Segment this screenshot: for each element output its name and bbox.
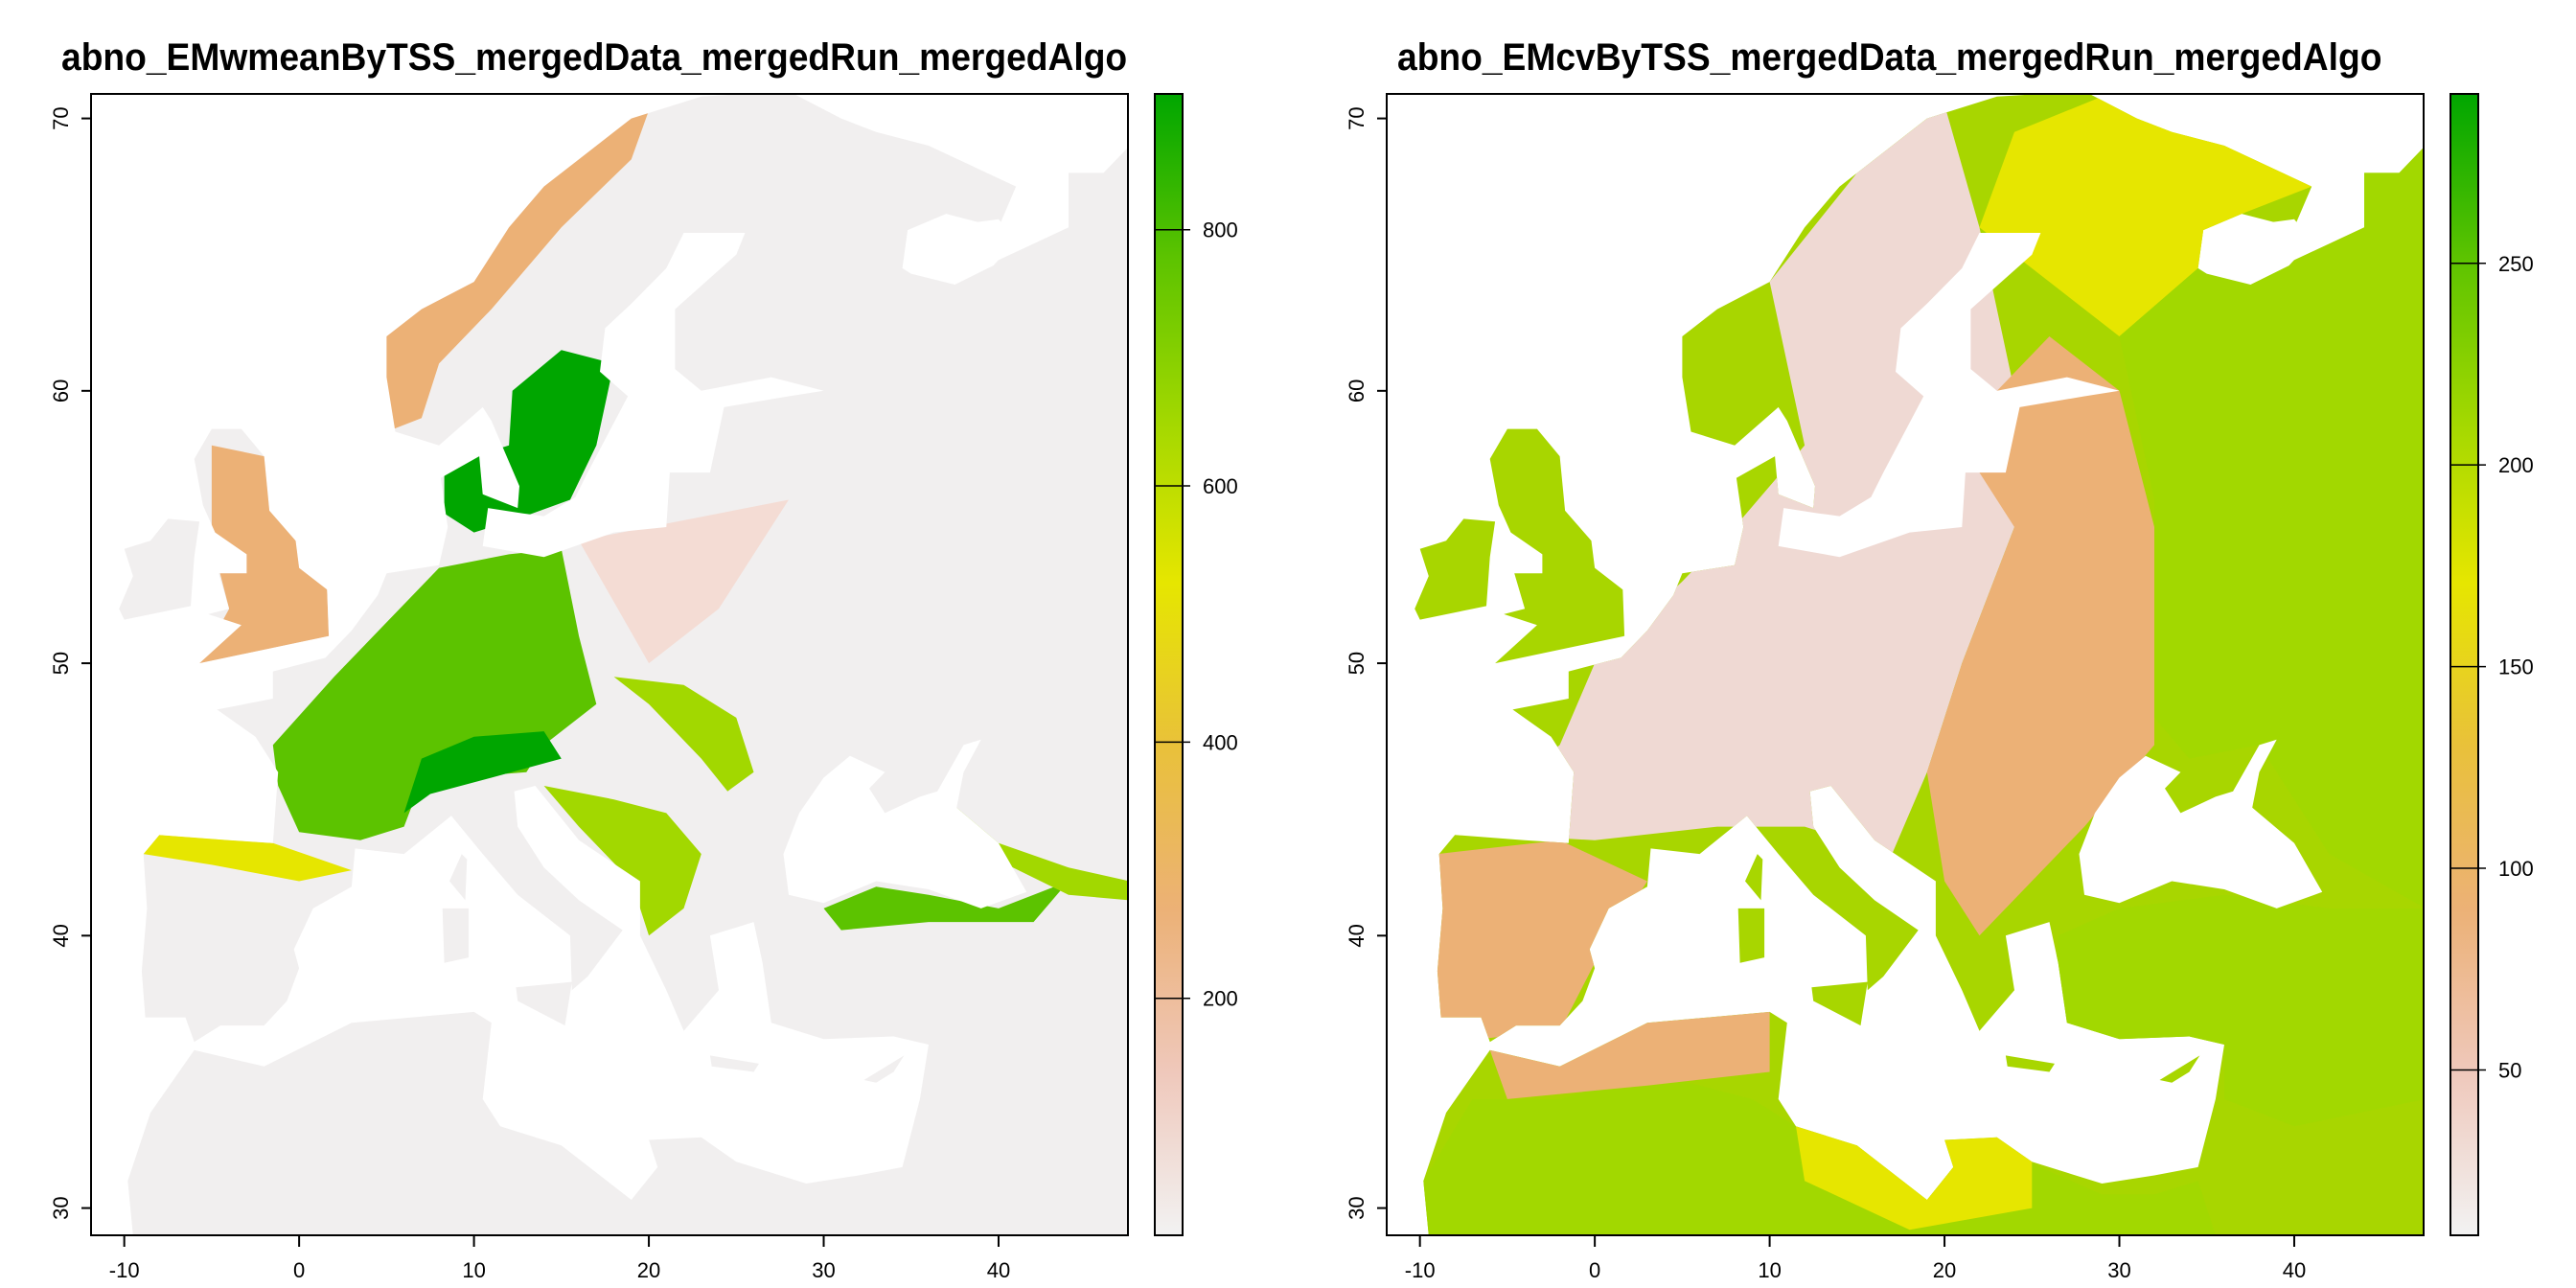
region-maghreb-coast (1489, 1011, 1770, 1099)
region-low-east (579, 499, 789, 664)
legend-tick-label: 150 (2498, 656, 2534, 679)
legend-tick-label: 250 (2498, 252, 2534, 276)
region-caucasus (956, 807, 1128, 901)
legend-tick-label: 400 (1203, 730, 1238, 754)
x-tick-label: 10 (462, 1258, 485, 1282)
y-tick-label: 30 (49, 1196, 73, 1219)
region-iberia (1423, 840, 1647, 1045)
legend-tick-label: 200 (2498, 453, 2534, 477)
region-east-medium (1926, 336, 2154, 936)
region-turkey (2049, 894, 2424, 1127)
y-tick-label: 70 (1345, 106, 1368, 129)
region-britain (199, 445, 330, 664)
x-tick-label: 0 (1589, 1258, 1600, 1282)
region-finland-north (1979, 96, 2312, 336)
x-tick-label: -10 (1405, 1258, 1436, 1282)
region-russia-east (2119, 146, 2424, 908)
x-tick-label: 30 (2107, 1258, 2130, 1282)
color-legend-bar (1154, 93, 1184, 1236)
legend-tick-label: 100 (2498, 857, 2534, 881)
legend-tick-label: 600 (1203, 474, 1238, 498)
region-west-low (1419, 104, 2014, 855)
sea-1 (783, 739, 1027, 908)
x-tick-label: 0 (293, 1258, 305, 1282)
plot-title-left: abno_EMwmeanByTSS_mergedData_mergedRun_m… (61, 36, 1128, 79)
color-legend-bar (2450, 93, 2479, 1236)
region-libya-coast (1796, 1126, 2033, 1230)
legend-tick-label: 800 (1203, 218, 1238, 242)
sea-0 (1778, 233, 2120, 558)
map-panel-1: -10 0 10 20 30 40 30 40 50 60 70 50 100 150 200 250 (1345, 93, 2534, 1282)
y-tick-label: 60 (1345, 380, 1368, 402)
x-tick-label: 20 (1933, 1258, 1956, 1282)
y-tick-label: 70 (49, 106, 73, 129)
sea-0 (482, 233, 824, 558)
legend-tick-label: 200 (1203, 987, 1238, 1011)
x-tick-label: -10 (109, 1258, 140, 1282)
y-tick-label: 30 (1345, 1196, 1368, 1219)
sea-2 (2197, 218, 2312, 285)
x-tick-label: 40 (2283, 1258, 2306, 1282)
y-tick-label: 60 (49, 380, 73, 402)
x-tick-label: 40 (987, 1258, 1010, 1282)
region-norway-coast (382, 110, 650, 432)
legend-tick-label: 50 (2498, 1058, 2521, 1082)
region-pyrenees-iberia-north (143, 835, 352, 882)
map-panel-0: -10 0 10 20 30 40 30 40 50 60 70 200 400 600 800 (49, 93, 1238, 1282)
y-tick-label: 40 (49, 924, 73, 947)
region-turkey-coast (823, 881, 1069, 931)
y-tick-label: 50 (49, 652, 73, 675)
region-carpathians (613, 677, 754, 792)
sea-1 (2079, 739, 2323, 908)
x-tick-label: 20 (637, 1258, 660, 1282)
region-alps (403, 731, 562, 814)
region-balkans (543, 786, 702, 936)
x-tick-label: 10 (1758, 1258, 1781, 1282)
x-tick-label: 30 (812, 1258, 835, 1282)
sea-2 (902, 218, 1017, 285)
y-tick-label: 40 (1345, 924, 1368, 947)
plot-title-right: abno_EMcvByTSS_mergedData_mergedRun_merg… (1397, 36, 2382, 79)
y-tick-label: 50 (1345, 652, 1368, 675)
